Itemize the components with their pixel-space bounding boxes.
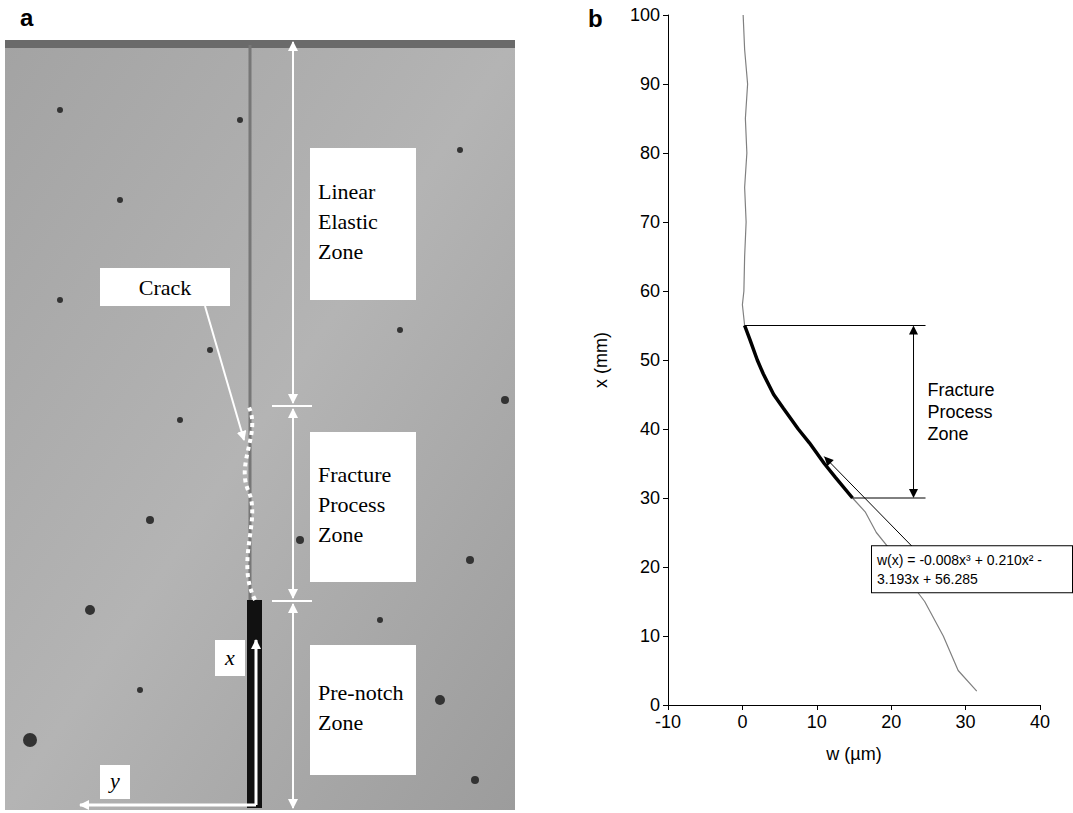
svg-text:w (µm): w (µm) <box>825 744 881 764</box>
svg-text:20: 20 <box>881 712 901 732</box>
svg-text:x: x <box>224 645 235 670</box>
svg-text:10: 10 <box>640 626 660 646</box>
svg-text:100: 100 <box>630 5 660 25</box>
svg-text:a: a <box>20 4 34 31</box>
svg-text:40: 40 <box>1030 712 1050 732</box>
svg-text:Linear: Linear <box>318 179 376 204</box>
svg-text:30: 30 <box>956 712 976 732</box>
svg-text:30: 30 <box>640 488 660 508</box>
svg-text:w(x) = -0.008x³ + 0.210x² -: w(x) = -0.008x³ + 0.210x² - <box>876 552 1046 568</box>
svg-text:60: 60 <box>640 281 660 301</box>
svg-text:40: 40 <box>640 419 660 439</box>
svg-text:80: 80 <box>640 143 660 163</box>
svg-text:Zone: Zone <box>318 522 363 547</box>
svg-text:3.193x + 56.285: 3.193x + 56.285 <box>877 571 978 587</box>
svg-text:Zone: Zone <box>928 424 969 444</box>
svg-text:0: 0 <box>650 695 660 715</box>
svg-text:Zone: Zone <box>318 239 363 264</box>
svg-text:Process: Process <box>318 492 385 517</box>
svg-text:Fracture: Fracture <box>318 462 391 487</box>
svg-text:Process: Process <box>928 402 993 422</box>
svg-text:20: 20 <box>640 557 660 577</box>
svg-text:70: 70 <box>640 212 660 232</box>
svg-text:90: 90 <box>640 74 660 94</box>
svg-text:50: 50 <box>640 350 660 370</box>
svg-text:0: 0 <box>737 712 747 732</box>
svg-text:Zone: Zone <box>318 710 363 735</box>
svg-text:Elastic: Elastic <box>318 209 378 234</box>
svg-text:y: y <box>108 768 120 793</box>
svg-text:10: 10 <box>807 712 827 732</box>
svg-text:Crack: Crack <box>139 275 192 300</box>
svg-text:b: b <box>588 5 603 32</box>
svg-text:-10: -10 <box>655 712 681 732</box>
svg-text:Fracture: Fracture <box>928 380 995 400</box>
svg-text:Pre-notch: Pre-notch <box>318 680 404 705</box>
svg-text:x (mm): x (mm) <box>591 332 611 388</box>
